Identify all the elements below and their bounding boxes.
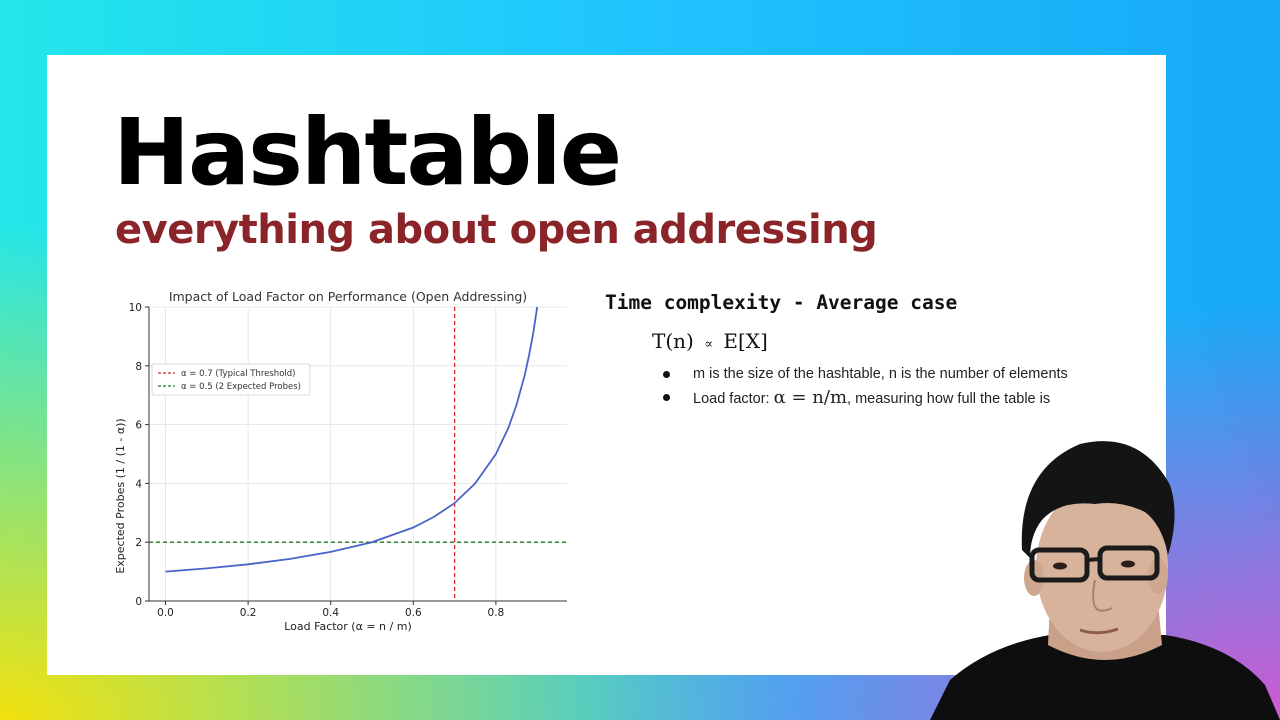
time-complexity-heading: Time complexity - Average case bbox=[605, 291, 958, 314]
load-factor-chart: Impact of Load Factor on Performance (Op… bbox=[107, 283, 567, 635]
formula-lhs: T(n) bbox=[652, 329, 694, 353]
complexity-formula: T(n) ∝ E[X] bbox=[652, 329, 768, 353]
presenter-nose bbox=[1092, 579, 1113, 612]
presenter-webcam bbox=[930, 430, 1280, 720]
bullet-text: m is the size of the hashtable, n is the… bbox=[693, 366, 1068, 382]
y-tick-label: 4 bbox=[135, 478, 142, 490]
chart-x-axis-label: Load Factor (α = n / m) bbox=[284, 620, 411, 633]
presenter-mouth bbox=[1079, 627, 1119, 635]
legend-box bbox=[151, 363, 311, 396]
presenter-shirt bbox=[930, 635, 1280, 720]
y-tick-label: 0 bbox=[135, 596, 142, 608]
chart-plot-area: 0.00.20.40.60.81.00246810 bbox=[129, 302, 567, 619]
bullet-suffix: , measuring how full the table is bbox=[847, 391, 1051, 407]
chart-legend: α = 0.7 (Typical Threshold) α = 0.5 (2 E… bbox=[151, 363, 311, 396]
proportional-symbol: ∝ bbox=[704, 337, 713, 352]
x-tick-label: 0.0 bbox=[157, 607, 174, 619]
load-factor-math: α = n/m bbox=[773, 387, 848, 408]
x-tick-label: 0.2 bbox=[240, 607, 257, 619]
x-tick-label: 0.6 bbox=[405, 607, 422, 619]
x-tick-label: 0.4 bbox=[322, 607, 339, 619]
slide-title: Hashtable bbox=[113, 99, 622, 206]
presenter-hair bbox=[1021, 441, 1175, 558]
y-tick-label: 2 bbox=[135, 537, 142, 549]
bullet-hashtable-size: m is the size of the hashtable, n is the… bbox=[662, 365, 1082, 384]
legend-label-threshold: α = 0.7 (Typical Threshold) bbox=[181, 369, 295, 379]
chart-y-axis-label: Expected Probes (1 / (1 - α)) bbox=[114, 418, 127, 573]
slide-subtitle: everything about open addressing bbox=[115, 207, 878, 253]
complexity-bullets: m is the size of the hashtable, n is the… bbox=[662, 365, 1082, 413]
slide: Hashtable everything about open addressi… bbox=[47, 55, 1166, 675]
series-line-expected-probes bbox=[165, 306, 539, 573]
y-tick-label: 10 bbox=[129, 302, 142, 314]
bullet-load-factor: Load factor: α = n/m, measuring how full… bbox=[662, 388, 1082, 409]
presenter-illustration bbox=[930, 441, 1280, 720]
presenter-eye-left bbox=[1053, 562, 1067, 570]
chart-title: Impact of Load Factor on Performance (Op… bbox=[169, 289, 527, 304]
formula-rhs: E[X] bbox=[723, 329, 768, 353]
y-tick-label: 8 bbox=[135, 361, 142, 373]
x-tick-label: 0.8 bbox=[488, 607, 505, 619]
legend-label-probes: α = 0.5 (2 Expected Probes) bbox=[181, 382, 301, 392]
chart-svg: Impact of Load Factor on Performance (Op… bbox=[114, 289, 567, 633]
presenter-eye-right bbox=[1121, 560, 1135, 568]
bullet-prefix: Load factor: bbox=[693, 391, 770, 407]
y-tick-label: 6 bbox=[135, 420, 142, 432]
glasses-icon bbox=[1029, 545, 1160, 583]
